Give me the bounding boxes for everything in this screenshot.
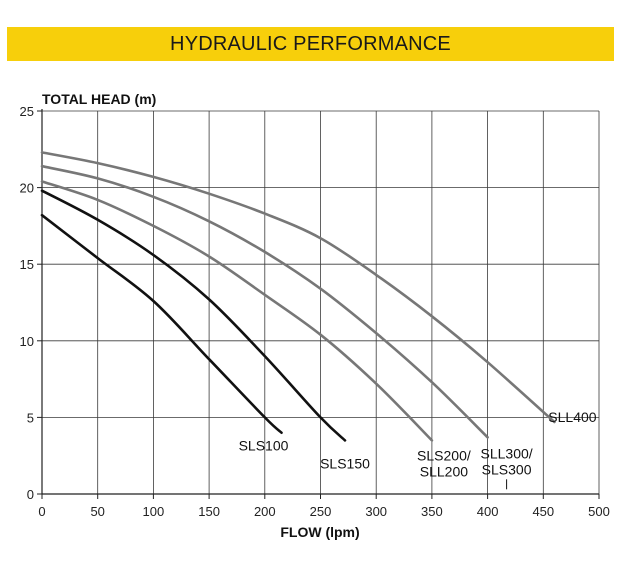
- curves: [40, 151, 556, 442]
- curve-label-sll400-line-1: SLL400: [548, 409, 596, 425]
- y-tick-label-0: 0: [27, 487, 34, 502]
- curve-label-sll300-sls300-line-1: SLL300/: [481, 445, 533, 461]
- title-banner: HYDRAULIC PERFORMANCE: [7, 27, 614, 61]
- curve-label-sls200-sll200-line-1: SLS200/: [417, 447, 471, 463]
- x-tick-label-450: 450: [532, 504, 554, 519]
- curve-sls150: [40, 189, 347, 442]
- curve-label-sls100-line-1: SLS100: [239, 438, 289, 454]
- x-tick-label-400: 400: [477, 504, 499, 519]
- x-tick-label-200: 200: [254, 504, 276, 519]
- curve-sls100: [40, 213, 283, 434]
- ticks: 0 50 100 150 200 250 300 350 400 450 500 0 5 10 15 20 25: [20, 104, 610, 519]
- x-tick-label-300: 300: [365, 504, 387, 519]
- grid: [42, 110, 600, 494]
- x-tick-label-100: 100: [143, 504, 165, 519]
- curve-labels: SLS100 SLS150 SLS200/SLL200 SLL300/SLS300 SL…: [239, 409, 597, 490]
- curve-label-sls150-line-1: SLS150: [320, 455, 370, 471]
- chart-title: HYDRAULIC PERFORMANCE: [170, 32, 451, 55]
- y-tick-label-10: 10: [20, 334, 34, 349]
- curve-label-sls200-sll200-line-2: SLL200: [420, 463, 468, 479]
- x-tick-label-0: 0: [38, 504, 45, 519]
- curve-label-sll300-sls300-line-2: SLS300: [482, 461, 532, 477]
- y-axis-title: TOTAL HEAD (m): [42, 91, 156, 107]
- x-tick-label-500: 500: [588, 504, 610, 519]
- curve-sls200-sll200: [40, 180, 434, 442]
- x-tick-label-350: 350: [421, 504, 443, 519]
- y-tick-label-25: 25: [20, 104, 34, 119]
- curve-sll400: [40, 151, 556, 424]
- x-axis-title: FLOW (lpm): [280, 524, 359, 540]
- x-tick-label-50: 50: [90, 504, 104, 519]
- y-tick-label-5: 5: [27, 410, 34, 425]
- y-tick-label-15: 15: [20, 257, 34, 272]
- x-tick-label-150: 150: [198, 504, 220, 519]
- y-tick-label-20: 20: [20, 181, 34, 196]
- x-tick-label-250: 250: [310, 504, 332, 519]
- curve-sll300-sls300: [40, 164, 489, 439]
